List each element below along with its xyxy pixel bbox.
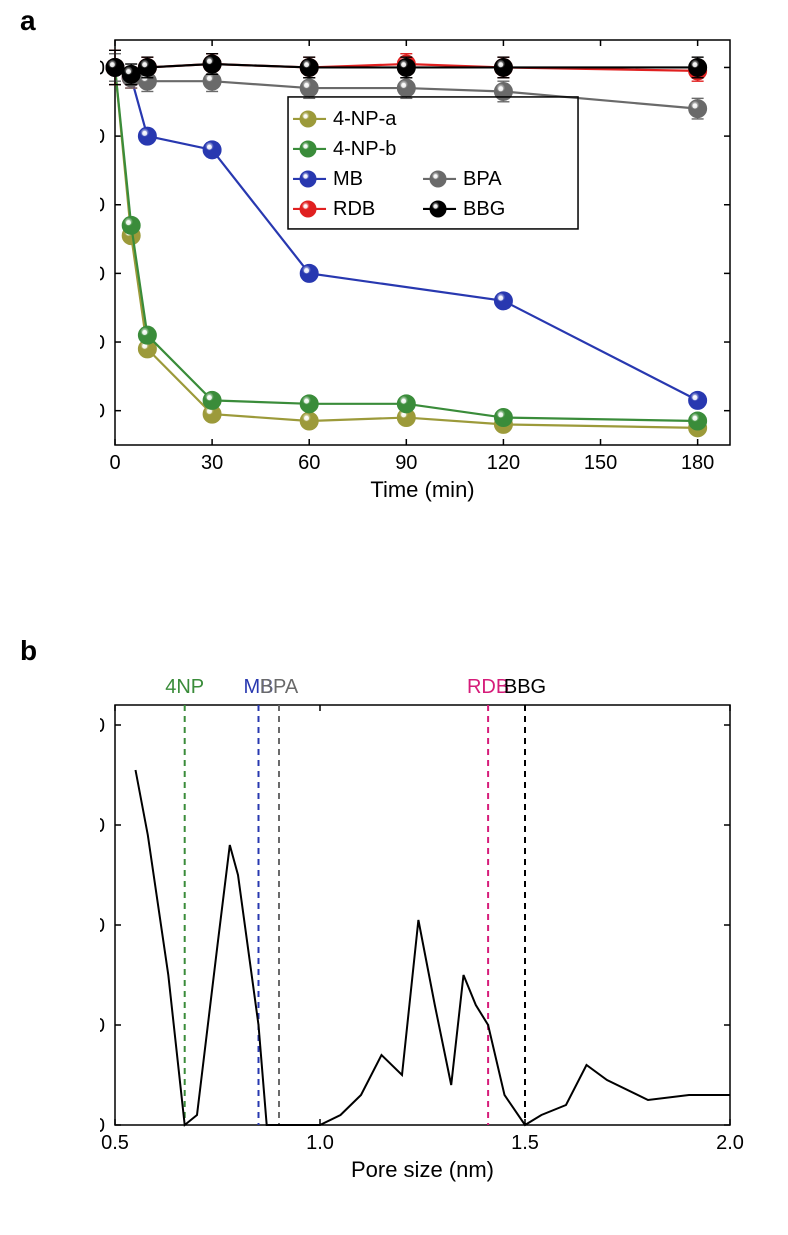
- svg-text:0.5: 0.5: [101, 1132, 129, 1154]
- svg-text:MB: MB: [333, 168, 363, 190]
- svg-text:0: 0: [100, 401, 105, 423]
- svg-text:0: 0: [100, 1115, 105, 1137]
- svg-text:20: 20: [100, 332, 105, 354]
- svg-text:RDB: RDB: [333, 198, 375, 220]
- svg-text:20: 20: [100, 915, 105, 937]
- svg-text:120: 120: [487, 452, 520, 474]
- svg-text:2.0: 2.0: [716, 1132, 744, 1154]
- svg-text:BPA: BPA: [463, 168, 502, 190]
- svg-text:1.5: 1.5: [511, 1132, 539, 1154]
- svg-text:80: 80: [100, 126, 105, 148]
- svg-text:1.0: 1.0: [306, 1132, 334, 1154]
- svg-text:Pore size (nm): Pore size (nm): [351, 1157, 494, 1182]
- svg-text:180: 180: [681, 452, 714, 474]
- svg-text:60: 60: [298, 452, 320, 474]
- svg-text:4-NP-a: 4-NP-a: [333, 108, 397, 130]
- svg-text:150: 150: [584, 452, 617, 474]
- svg-text:4-NP-b: 4-NP-b: [333, 138, 396, 160]
- svg-text:40: 40: [100, 715, 105, 737]
- svg-text:BBG: BBG: [463, 198, 505, 220]
- panel-a-chart: 0306090120150180020406080100Time (min)C/…: [100, 25, 750, 515]
- svg-text:BPA: BPA: [260, 676, 299, 698]
- svg-text:90: 90: [395, 452, 417, 474]
- svg-text:30: 30: [100, 815, 105, 837]
- svg-text:BBG: BBG: [504, 676, 546, 698]
- svg-text:Time (min): Time (min): [370, 477, 474, 502]
- svg-text:10: 10: [100, 1015, 105, 1037]
- svg-text:100: 100: [100, 57, 105, 79]
- svg-text:4NP: 4NP: [165, 676, 204, 698]
- svg-text:40: 40: [100, 263, 105, 285]
- svg-text:30: 30: [201, 452, 223, 474]
- svg-text:RDB: RDB: [467, 676, 509, 698]
- panel-b-chart: 0.51.01.52.0010203040Pore size (nm)Diffe…: [100, 665, 750, 1195]
- svg-text:0: 0: [109, 452, 120, 474]
- svg-text:60: 60: [100, 195, 105, 217]
- panel-b-label: b: [20, 635, 37, 667]
- panel-a-label: a: [20, 5, 36, 37]
- figure: a 0306090120150180020406080100Time (min)…: [0, 0, 788, 1235]
